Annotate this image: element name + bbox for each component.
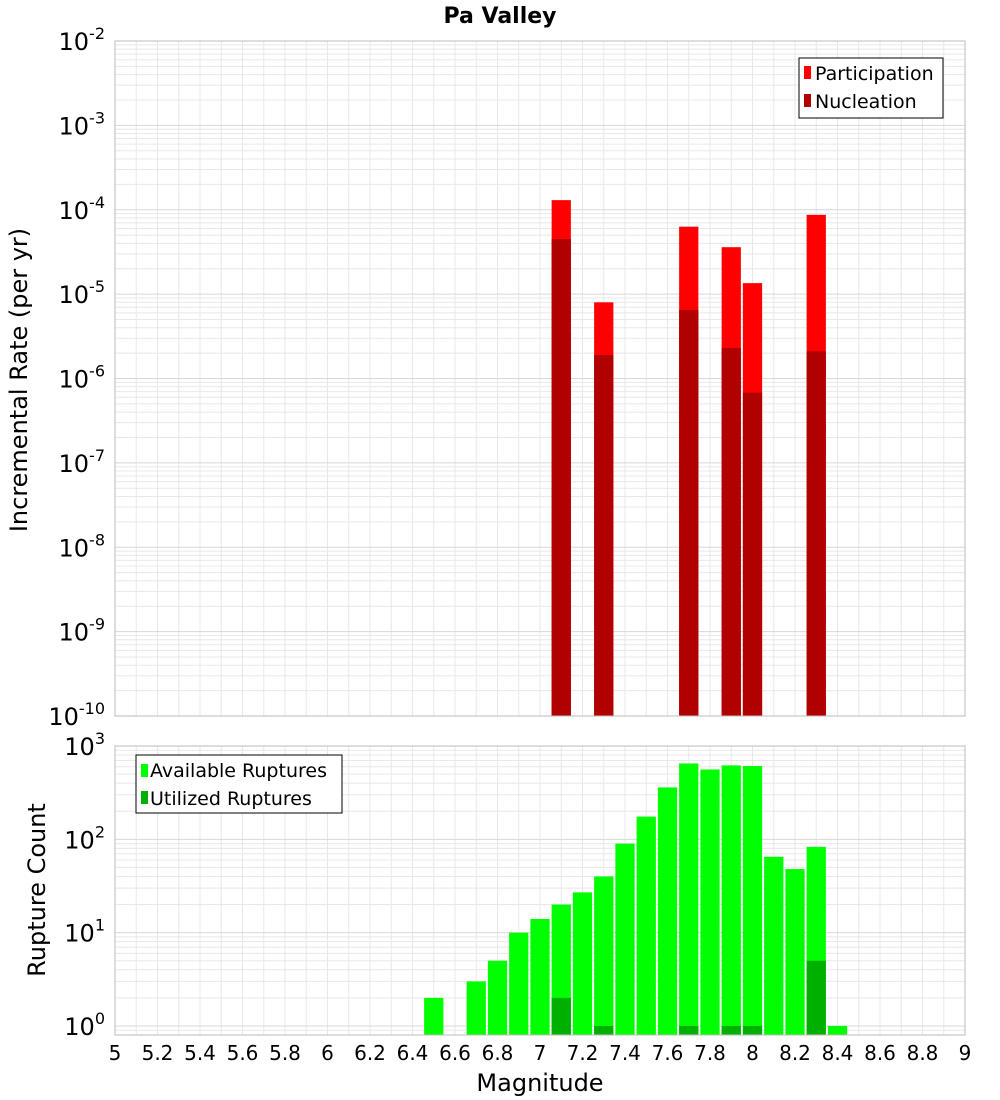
legend-swatch-nucleation xyxy=(804,94,811,107)
bar-utilized-ruptures-7.7 xyxy=(679,1025,699,1035)
rate-ytick-label: 10-7 xyxy=(59,446,106,478)
bar-utilized-ruptures-7.9 xyxy=(721,1025,741,1035)
count-plot-xticks: 5 5.2 5.4 5.6 5.8 6 6.2 6.4 6.6 6.8 7 7.2 7.4 7.6 7.8 8… xyxy=(109,1041,972,1065)
x-tick-label: 8.8 xyxy=(907,1041,939,1065)
bar-available-ruptures-8.1 xyxy=(764,856,784,1035)
legend-label-participation: Participation xyxy=(815,63,934,85)
count-plot-bars xyxy=(424,763,848,1035)
x-tick-label: 7.4 xyxy=(609,1041,641,1065)
rate-plot-frame xyxy=(114,40,966,717)
bar-available-ruptures-6.5 xyxy=(424,997,444,1035)
count-plot-frame xyxy=(114,745,966,1036)
count-plot-yticks: 100 101 102 103 xyxy=(64,729,105,1041)
legend-label-utilized-ruptures: Utilized Ruptures xyxy=(150,788,312,810)
x-tick-label: 7.6 xyxy=(652,1041,684,1065)
bar-available-ruptures-8 xyxy=(742,766,763,1035)
bar-available-ruptures-7 xyxy=(530,919,550,1035)
bar-available-ruptures-7.4 xyxy=(615,843,635,1035)
bar-available-ruptures-7.2 xyxy=(572,892,593,1035)
x-tick-label: 7 xyxy=(534,1041,547,1065)
bar-utilized-ruptures-8.3 xyxy=(806,960,826,1035)
bar-available-ruptures-7.6 xyxy=(657,787,678,1035)
bar-nucleation-8 xyxy=(742,392,763,716)
count-plot-panel: 100 101 102 103 5 5.2 5.4 5.6 5.8 6 6.2 6.4 6.6 6.8 7… xyxy=(23,729,971,1097)
count-ytick-label: 103 xyxy=(64,729,105,761)
bar-nucleation-8.3 xyxy=(806,351,826,716)
bar-available-ruptures-8.2 xyxy=(785,869,805,1035)
count-legend-box xyxy=(135,754,343,814)
rate-ytick-label: 10-3 xyxy=(59,108,106,140)
bar-available-ruptures-6.9 xyxy=(509,932,529,1035)
bar-nucleation-7.7 xyxy=(679,309,699,716)
x-tick-label: 8.6 xyxy=(864,1041,896,1065)
legend-swatch-available-ruptures xyxy=(141,764,148,777)
rate-ytick-label: 10-10 xyxy=(48,699,105,731)
rate-ytick-label: 10-2 xyxy=(59,24,106,56)
x-tick-label: 5.2 xyxy=(142,1041,174,1065)
count-plot-ylabel: Rupture Count xyxy=(23,803,51,977)
bar-available-ruptures-6.7 xyxy=(466,981,486,1035)
count-ytick-label: 101 xyxy=(64,916,105,948)
x-tick-label: 5 xyxy=(109,1041,122,1065)
x-tick-label: 9 xyxy=(959,1041,972,1065)
rate-plot-panel: 10-10 10-9 10-8 10-7 10-6 10-5 10-4 10-3 10-2 In… xyxy=(5,24,966,731)
rate-ytick-label: 10-5 xyxy=(59,277,106,309)
rate-plot-yticks: 10-10 10-9 10-8 10-7 10-6 10-5 10-4 10-3 10-2 xyxy=(48,24,105,731)
bar-nucleation-7.3 xyxy=(594,354,614,716)
bar-utilized-ruptures-7.1 xyxy=(551,997,571,1035)
x-tick-label: 5.4 xyxy=(184,1041,216,1065)
rate-ytick-label: 10-6 xyxy=(59,362,106,394)
bar-available-ruptures-7.7 xyxy=(679,763,699,1035)
chart-title: Pa Valley xyxy=(443,4,556,29)
x-tick-label: 6 xyxy=(321,1041,334,1065)
bar-available-ruptures-6.8 xyxy=(487,960,508,1035)
x-tick-label: 5.8 xyxy=(269,1041,301,1065)
x-tick-label: 7.8 xyxy=(694,1041,726,1065)
rate-plot-bars xyxy=(551,200,826,716)
count-ytick-label: 102 xyxy=(64,822,105,854)
bar-available-ruptures-7.5 xyxy=(636,816,656,1035)
bar-available-ruptures-7.3 xyxy=(594,876,614,1035)
rate-ytick-label: 10-9 xyxy=(59,615,106,647)
rate-plot-grid xyxy=(114,40,966,717)
bar-nucleation-7.9 xyxy=(721,347,741,716)
legend-label-available-ruptures: Available Ruptures xyxy=(150,760,327,782)
rate-plot-ylabel: Incremental Rate (per yr) xyxy=(5,228,33,532)
x-tick-label: 6.8 xyxy=(482,1041,514,1065)
bar-nucleation-7.1 xyxy=(551,239,571,716)
count-ytick-label: 100 xyxy=(64,1009,105,1041)
rate-plot-legend: Participation Nucleation xyxy=(798,57,944,119)
bar-available-ruptures-8.4 xyxy=(827,1025,848,1035)
rate-ytick-label: 10-4 xyxy=(59,193,106,225)
bar-available-ruptures-7.9 xyxy=(721,765,741,1035)
count-plot-legend: Available Ruptures Utilized Ruptures xyxy=(135,754,343,814)
rate-ytick-label: 10-8 xyxy=(59,530,106,562)
x-tick-label: 7.2 xyxy=(567,1041,599,1065)
x-tick-label: 8.4 xyxy=(822,1041,854,1065)
legend-swatch-participation xyxy=(804,66,811,79)
x-tick-label: 6.2 xyxy=(354,1041,386,1065)
x-tick-label: 6.4 xyxy=(397,1041,429,1065)
bar-utilized-ruptures-7.3 xyxy=(594,1025,614,1035)
x-tick-label: 6.6 xyxy=(439,1041,471,1065)
x-tick-label: 8.2 xyxy=(779,1041,811,1065)
legend-swatch-utilized-ruptures xyxy=(141,791,148,804)
bar-utilized-ruptures-8 xyxy=(742,1025,763,1035)
bar-available-ruptures-7.8 xyxy=(700,769,720,1035)
rate-legend-box xyxy=(798,57,944,119)
legend-label-nucleation: Nucleation xyxy=(815,91,917,113)
x-tick-label: 5.6 xyxy=(227,1041,259,1065)
x-tick-label: 8 xyxy=(746,1041,759,1065)
x-axis-label: Magnitude xyxy=(476,1069,603,1097)
